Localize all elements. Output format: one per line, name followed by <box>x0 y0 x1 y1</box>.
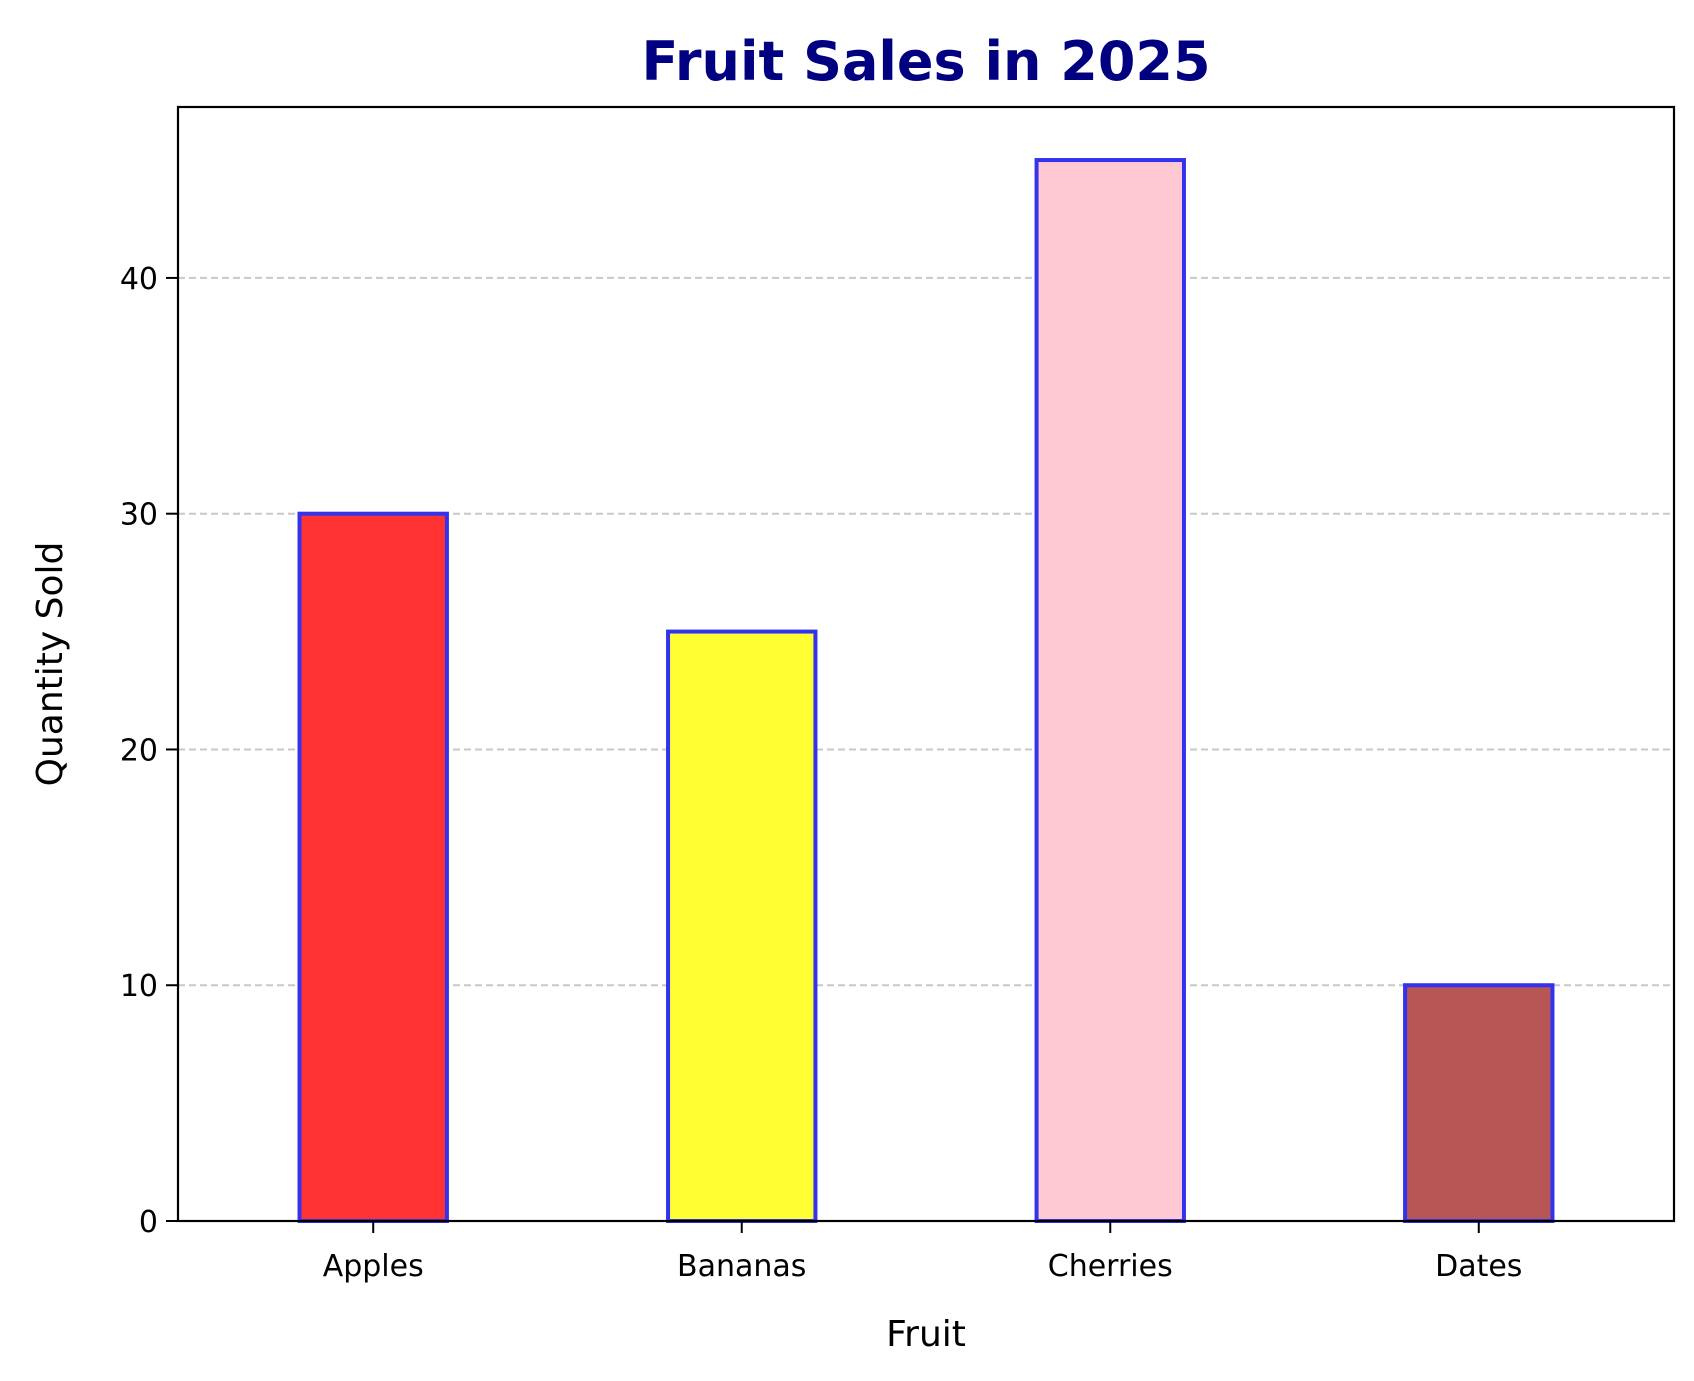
y-tick-label: 10 <box>120 969 158 1004</box>
x-axis-title: Fruit <box>886 1314 966 1355</box>
y-tick-label: 40 <box>120 262 158 297</box>
y-axis-ticks: 0 10 20 30 40 <box>120 262 178 1240</box>
x-axis-ticks: Apples Bananas Cherries Dates <box>323 1221 1522 1284</box>
x-tick-label: Dates <box>1435 1249 1522 1284</box>
y-tick-label: 0 <box>139 1205 158 1240</box>
bar-cherries <box>1034 158 1186 1224</box>
y-tick-label: 20 <box>120 733 158 768</box>
bar-apples <box>297 511 449 1223</box>
bar-dates <box>1403 983 1555 1223</box>
bars <box>297 158 1555 1224</box>
chart-title: Fruit Sales in 2025 <box>641 30 1210 93</box>
x-tick-label: Apples <box>323 1249 424 1284</box>
x-tick-label: Bananas <box>677 1249 806 1284</box>
x-tick-label: Cherries <box>1048 1249 1173 1284</box>
bar-bananas <box>666 629 818 1223</box>
y-tick-label: 30 <box>120 498 158 533</box>
plot-frame <box>176 105 1676 1223</box>
y-axis-title: Quantity Sold <box>30 542 71 787</box>
